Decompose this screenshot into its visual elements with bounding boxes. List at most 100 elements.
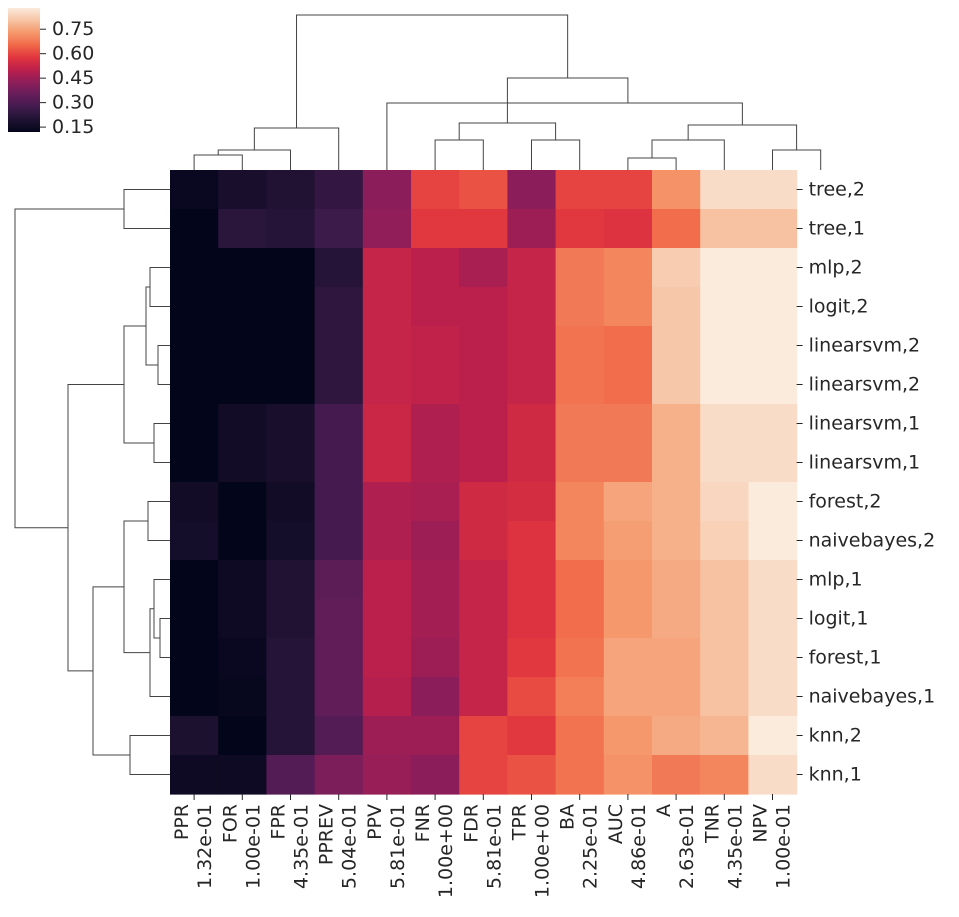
heatmap-cell: [748, 599, 798, 639]
heatmap-cell: [652, 560, 701, 600]
heatmap-cell: [652, 638, 701, 678]
heatmap-cell: [459, 287, 508, 327]
heatmap-cell: [507, 209, 557, 249]
heatmap-cell: [507, 248, 557, 288]
row-label: linearsvm,1: [809, 413, 921, 435]
heatmap-cell: [170, 404, 219, 444]
heatmap-cell: [266, 170, 316, 210]
colorbar-gradient: [8, 8, 40, 132]
heatmap-cell: [748, 209, 798, 249]
colorbar-tick-label: 0.15: [52, 116, 94, 138]
heatmap-cell: [700, 716, 749, 756]
heatmap-cell: [459, 716, 508, 756]
heatmap-cell: [266, 248, 316, 288]
heatmap-cell: [700, 326, 749, 366]
heatmap-cell: [459, 599, 508, 639]
heatmap-cell: [507, 521, 557, 561]
heatmap-cell: [555, 404, 605, 444]
column-dendrogram-link: [772, 149, 822, 170]
heatmap-cell: [314, 170, 364, 210]
heatmap-cell: [411, 443, 460, 483]
heatmap-cell: [170, 443, 219, 483]
heatmap-cell: [700, 404, 749, 444]
heatmap-cell: [603, 326, 653, 366]
heatmap-cell: [555, 755, 605, 795]
heatmap-cell: [362, 209, 412, 249]
row-label: knn,2: [809, 725, 862, 747]
heatmap-cell: [555, 443, 605, 483]
heatmap-cell: [266, 365, 316, 405]
heatmap-cell: [507, 443, 557, 483]
row-dendrogram-link: [123, 520, 150, 654]
column-label: A2.63e-01: [653, 804, 698, 889]
row-label: logit,2: [809, 296, 869, 318]
heatmap-cell: [748, 560, 798, 600]
row-label: naivebayes,2: [809, 530, 936, 552]
heatmap-cell: [700, 521, 749, 561]
heatmap-cell: [507, 677, 557, 717]
row-label: knn,1: [809, 764, 862, 786]
row-dendrogram-link: [147, 501, 170, 541]
heatmap-cell: [700, 443, 749, 483]
heatmap-cell: [652, 443, 701, 483]
heatmap-cell: [603, 560, 653, 600]
heatmap-cell: [459, 560, 508, 600]
heatmap-cell: [411, 482, 460, 522]
heatmap-cell: [218, 365, 267, 405]
heatmap-cell: [411, 521, 460, 561]
heatmap-cell: [266, 404, 316, 444]
column-dendrogram-link: [627, 157, 677, 170]
heatmap-cell: [218, 716, 267, 756]
heatmap-cell: [603, 755, 653, 795]
heatmap-cell: [170, 638, 219, 678]
heatmap-cell: [411, 638, 460, 678]
column-dendrogram-link: [506, 77, 629, 123]
heatmap-cell: [603, 404, 653, 444]
heatmap-cell: [507, 599, 557, 639]
heatmap-cell: [411, 287, 460, 327]
column-label: FOR1.00e-01: [219, 804, 264, 889]
heatmap-cell: [700, 482, 749, 522]
heatmap-cell: [362, 638, 412, 678]
column-dendrogram-link: [434, 139, 484, 170]
heatmap-cell: [411, 716, 460, 756]
row-label: linearsvm,2: [809, 374, 921, 396]
heatmap-cell: [700, 209, 749, 249]
heatmap-cell: [314, 716, 364, 756]
heatmap-cell: [459, 638, 508, 678]
row-dendrogram-link: [145, 286, 158, 366]
heatmap-cell: [266, 599, 316, 639]
heatmap-cell: [652, 248, 701, 288]
heatmap-cell: [507, 638, 557, 678]
heatmap-cell: [170, 209, 219, 249]
heatmap-cell: [555, 638, 605, 678]
row-label: mlp,2: [809, 257, 863, 279]
column-dendrogram-link: [296, 14, 569, 128]
heatmap-cell: [362, 482, 412, 522]
heatmap-cell: [652, 755, 701, 795]
column-labels: PPR1.32e-01 FOR1.00e-01 FPR4.35e-01 PPREV5.…: [171, 794, 795, 898]
heatmap-cell: [748, 638, 798, 678]
heatmap-cell: [314, 521, 364, 561]
heatmap-cell: [603, 170, 653, 210]
heatmap-cell: [266, 443, 316, 483]
heatmap-cell: [459, 482, 508, 522]
column-dendrogram-link: [253, 127, 340, 170]
row-dendrogram-link: [149, 267, 170, 307]
heatmap-cell: [748, 365, 798, 405]
heatmap-cell: [603, 521, 653, 561]
heatmap-cell: [700, 248, 749, 288]
heatmap-cell: [170, 677, 219, 717]
heatmap-cell: [170, 716, 219, 756]
heatmap-cell: [652, 170, 701, 210]
heatmap-cell: [700, 755, 749, 795]
column-dendrogram-link: [458, 122, 557, 140]
heatmap-cell: [507, 365, 557, 405]
heatmap-cell: [314, 248, 364, 288]
heatmap-cell: [555, 287, 605, 327]
heatmap-cell: [314, 404, 364, 444]
row-dendrogram-link: [123, 189, 170, 229]
heatmap-cell: [218, 560, 267, 600]
heatmap-cell: [314, 560, 364, 600]
